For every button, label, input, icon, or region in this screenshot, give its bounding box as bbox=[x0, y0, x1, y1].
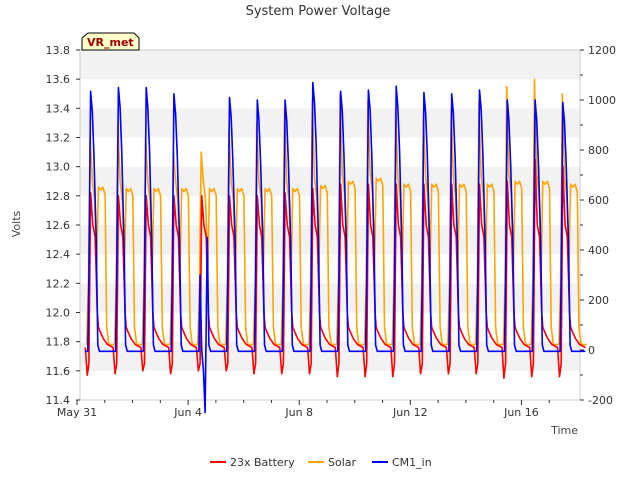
x-tick-label: Jun 16 bbox=[503, 406, 539, 419]
y-left-tick-label: 11.4 bbox=[46, 394, 71, 407]
x-tick-label: Jun 4 bbox=[173, 406, 202, 419]
plot-band bbox=[80, 166, 580, 196]
y-axis-label: Volts bbox=[10, 210, 23, 237]
y-right-tick-label: 0 bbox=[588, 344, 595, 357]
chart-title: System Power Voltage bbox=[246, 4, 391, 19]
y-left-tick-label: 12.4 bbox=[46, 248, 71, 261]
y-right-tick-label: 1200 bbox=[588, 44, 616, 57]
x-tick-label: Jun 12 bbox=[392, 406, 428, 419]
y-right-tick-label: 1000 bbox=[588, 94, 616, 107]
legend-label-cm1: CM1_in bbox=[392, 456, 432, 469]
y-right-tick-label: 200 bbox=[588, 294, 609, 307]
plot-bands bbox=[80, 50, 580, 400]
y-left-tick-label: 13.4 bbox=[46, 102, 71, 115]
x-tick-label: May 31 bbox=[57, 406, 97, 419]
plot-band bbox=[80, 283, 580, 313]
y-right-ticks: -200 0 200 400 600 800 1000 1200 bbox=[580, 44, 616, 407]
y-left-tick-label: 12.2 bbox=[46, 277, 71, 290]
y-left-tick-label: 12.8 bbox=[46, 190, 71, 203]
x-axis-label: Time bbox=[550, 424, 578, 437]
y-left-tick-label: 11.6 bbox=[46, 365, 71, 378]
series-line-cm1-in bbox=[85, 81, 586, 414]
plot-band bbox=[80, 195, 580, 225]
legend-label-battery: 23x Battery bbox=[230, 456, 295, 469]
y-left-tick-label: 12.0 bbox=[46, 307, 71, 320]
x-tick-label: Jun 8 bbox=[284, 406, 313, 419]
y-right-tick-label: 600 bbox=[588, 194, 609, 207]
y-left-tick-label: 12.6 bbox=[46, 219, 71, 232]
plot-band bbox=[80, 79, 580, 109]
legend: 23x Battery Solar CM1_in bbox=[210, 456, 432, 469]
plot-band bbox=[80, 50, 580, 80]
plot-band bbox=[80, 225, 580, 255]
badge-label: VR_met bbox=[87, 36, 134, 49]
y-left-ticks: 11.4 11.6 11.8 12.0 12.2 12.4 12.6 12.8 13.0 13.2… bbox=[46, 44, 80, 407]
plot-band bbox=[80, 108, 580, 138]
plot-band bbox=[80, 370, 580, 400]
y-left-tick-label: 13.0 bbox=[46, 161, 71, 174]
legend-label-solar: Solar bbox=[328, 456, 357, 469]
x-ticks: May 31 Jun 4 Jun 8 Jun 12 Jun 16 bbox=[57, 400, 550, 419]
plot-band bbox=[80, 254, 580, 284]
y-right-tick-label: 400 bbox=[588, 244, 609, 257]
series-layer bbox=[84, 78, 587, 414]
y-right-tick-label: 800 bbox=[588, 144, 609, 157]
y-right-tick-label: -200 bbox=[588, 394, 613, 407]
vr-met-badge: VR_met bbox=[81, 32, 140, 51]
y-left-tick-label: 13.8 bbox=[46, 44, 71, 57]
plot-band bbox=[80, 341, 580, 371]
series-line-23x-battery bbox=[84, 158, 586, 379]
y-left-tick-label: 11.8 bbox=[46, 336, 71, 349]
plot-band bbox=[80, 137, 580, 167]
y-left-tick-label: 13.6 bbox=[46, 73, 71, 86]
series-line-solar bbox=[85, 78, 587, 346]
y-left-tick-label: 13.2 bbox=[46, 132, 71, 145]
